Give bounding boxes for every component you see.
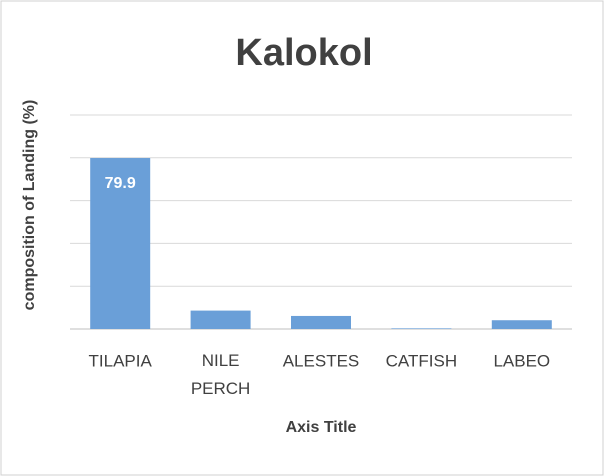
bar <box>291 315 351 329</box>
chart-title: Kalokol <box>235 32 372 74</box>
x-tick-label: ALESTES <box>283 351 360 370</box>
data-label: 79.9 <box>105 175 136 192</box>
bar <box>391 328 452 329</box>
x-tick-label: TILAPIA <box>89 351 153 370</box>
x-axis-title: Axis Title <box>286 419 357 436</box>
y-axis-title: composition of Landing (%) <box>21 100 38 311</box>
bar <box>90 158 151 329</box>
data-label: 4.1 <box>511 293 533 310</box>
x-tick-label: LABEO <box>493 351 550 370</box>
bar <box>491 320 552 329</box>
bar <box>190 310 251 329</box>
x-tick-label: CATFISH <box>386 351 457 370</box>
x-tick-label: NILE PERCH <box>191 351 251 398</box>
